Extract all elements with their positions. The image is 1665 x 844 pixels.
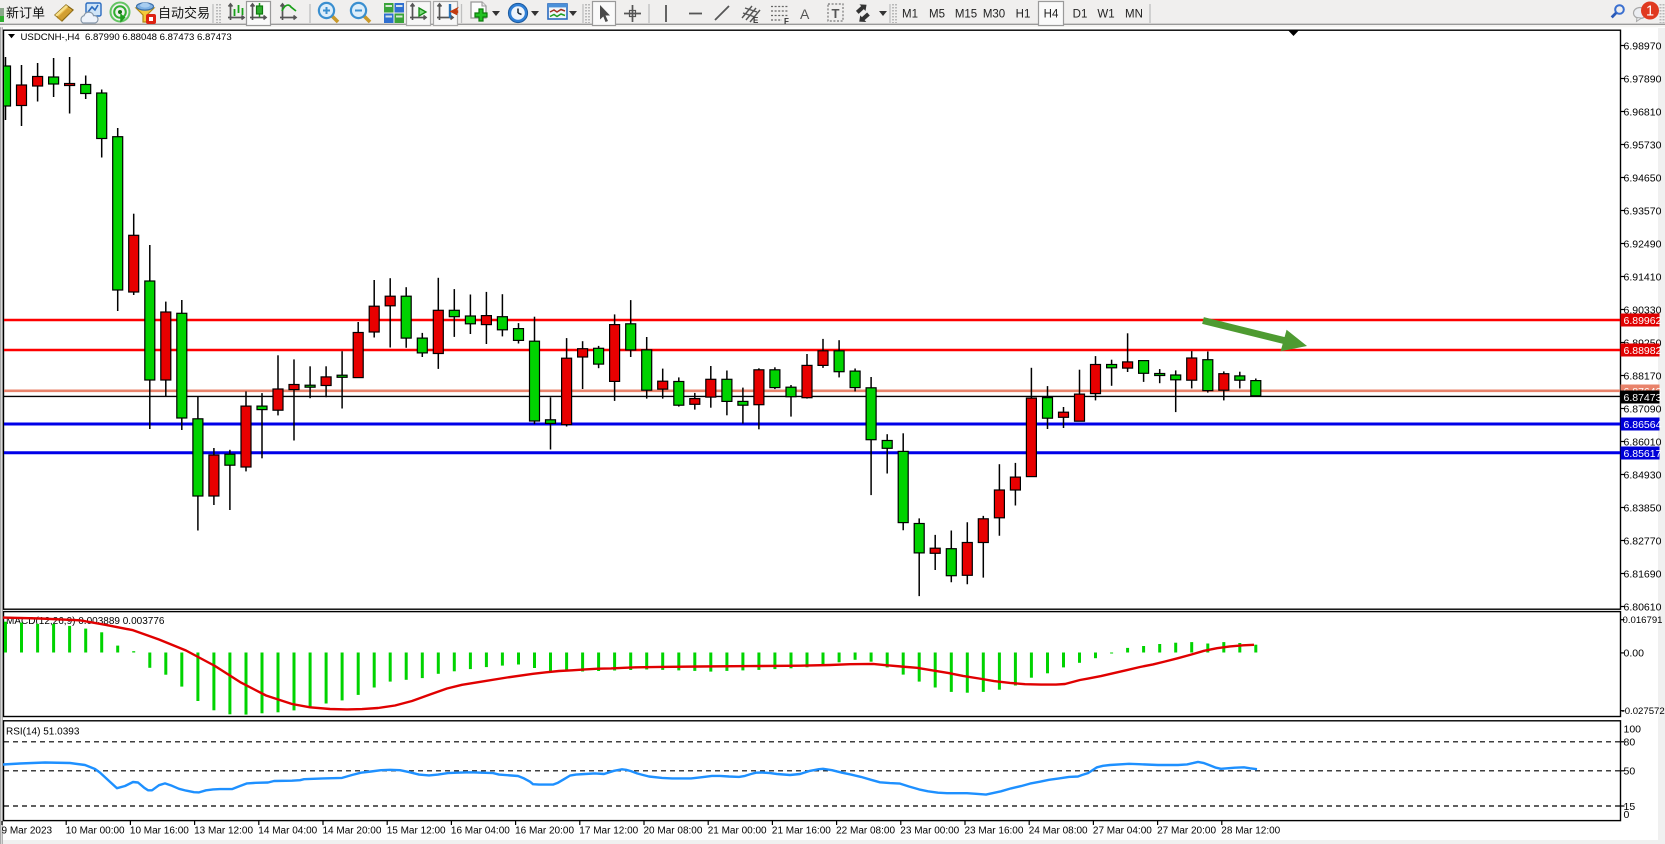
svg-text:6.88170: 6.88170	[1624, 370, 1662, 382]
svg-text:H1: H1	[1016, 9, 1031, 21]
svg-text:6.93570: 6.93570	[1624, 205, 1662, 217]
svg-text:6.97890: 6.97890	[1624, 73, 1662, 85]
svg-text:6.81690: 6.81690	[1624, 568, 1662, 580]
svg-text:0: 0	[1624, 809, 1630, 821]
svg-text:10 Mar 16:00: 10 Mar 16:00	[130, 826, 189, 837]
svg-text:6.87473: 6.87473	[1624, 392, 1662, 404]
svg-text:23 Mar 00:00: 23 Mar 00:00	[900, 826, 959, 837]
svg-text:6.85617: 6.85617	[1624, 448, 1662, 460]
svg-text:6.86010: 6.86010	[1624, 436, 1662, 448]
svg-text:6.92490: 6.92490	[1624, 238, 1662, 250]
svg-text:6.95730: 6.95730	[1624, 139, 1662, 151]
svg-text:17 Mar 12:00: 17 Mar 12:00	[579, 826, 638, 837]
svg-text:14 Mar 04:00: 14 Mar 04:00	[258, 826, 317, 837]
svg-text:9 Mar 2023: 9 Mar 2023	[2, 826, 53, 837]
svg-text:6.80610: 6.80610	[1624, 601, 1662, 613]
svg-text:50: 50	[1624, 766, 1636, 778]
svg-text:24 Mar 08:00: 24 Mar 08:00	[1029, 826, 1088, 837]
svg-text:27 Mar 04:00: 27 Mar 04:00	[1093, 826, 1152, 837]
svg-text:W1: W1	[1097, 9, 1114, 21]
svg-text:M30: M30	[983, 9, 1005, 21]
svg-text:10 Mar 00:00: 10 Mar 00:00	[66, 826, 125, 837]
svg-text:F: F	[784, 17, 789, 26]
svg-text:6.94650: 6.94650	[1624, 172, 1662, 184]
svg-text:MN: MN	[1125, 9, 1143, 21]
svg-text:E: E	[753, 16, 759, 25]
svg-text:6.83850: 6.83850	[1624, 502, 1662, 514]
svg-text:6.98970: 6.98970	[1624, 40, 1662, 52]
svg-text:自动交易: 自动交易	[158, 6, 210, 21]
svg-text:D1: D1	[1073, 9, 1088, 21]
svg-text:0.00: 0.00	[1624, 647, 1645, 659]
svg-text:6.90330: 6.90330	[1624, 304, 1662, 316]
svg-text:6.87090: 6.87090	[1624, 403, 1662, 415]
svg-text:T: T	[832, 6, 840, 21]
svg-text:23 Mar 16:00: 23 Mar 16:00	[965, 826, 1024, 837]
svg-text:22 Mar 08:00: 22 Mar 08:00	[836, 826, 895, 837]
svg-text:27 Mar 20:00: 27 Mar 20:00	[1157, 826, 1216, 837]
svg-text:M5: M5	[929, 9, 945, 21]
svg-text:80: 80	[1624, 737, 1636, 749]
svg-text:1: 1	[1646, 4, 1654, 20]
svg-text:13 Mar 12:00: 13 Mar 12:00	[194, 826, 253, 837]
svg-text:0.016791: 0.016791	[1623, 615, 1663, 626]
svg-text:6.86564: 6.86564	[1624, 419, 1662, 431]
svg-text:M15: M15	[955, 9, 977, 21]
svg-text:RSI(14) 51.0393: RSI(14) 51.0393	[6, 727, 80, 738]
svg-text:16 Mar 04:00: 16 Mar 04:00	[451, 826, 510, 837]
svg-text:16 Mar 20:00: 16 Mar 20:00	[515, 826, 574, 837]
svg-text:-0.027572: -0.027572	[1622, 706, 1665, 717]
svg-text:20 Mar 08:00: 20 Mar 08:00	[644, 826, 703, 837]
svg-text:6.84930: 6.84930	[1624, 469, 1662, 481]
svg-text:15 Mar 12:00: 15 Mar 12:00	[387, 826, 446, 837]
svg-text:6.89962: 6.89962	[1624, 315, 1662, 327]
svg-text:USDCNH-,H4 6.87990 6.88048 6.: USDCNH-,H4 6.87990 6.88048 6.87473 6.874…	[21, 32, 232, 43]
svg-text:14 Mar 20:00: 14 Mar 20:00	[323, 826, 382, 837]
svg-text:A: A	[800, 6, 810, 22]
svg-text:M1: M1	[902, 9, 918, 21]
svg-text:28 Mar 12:00: 28 Mar 12:00	[1221, 826, 1280, 837]
svg-text:6.91410: 6.91410	[1624, 271, 1662, 283]
svg-text:6.82770: 6.82770	[1624, 535, 1662, 547]
svg-text:100: 100	[1624, 724, 1642, 736]
svg-text:21 Mar 00:00: 21 Mar 00:00	[708, 826, 767, 837]
svg-text:15: 15	[1624, 801, 1636, 813]
svg-text:6.88982: 6.88982	[1624, 345, 1662, 357]
svg-text:21 Mar 16:00: 21 Mar 16:00	[772, 826, 831, 837]
svg-text:6.96810: 6.96810	[1624, 106, 1662, 118]
svg-text:新订单: 新订单	[6, 6, 45, 21]
svg-text:H4: H4	[1044, 9, 1059, 21]
